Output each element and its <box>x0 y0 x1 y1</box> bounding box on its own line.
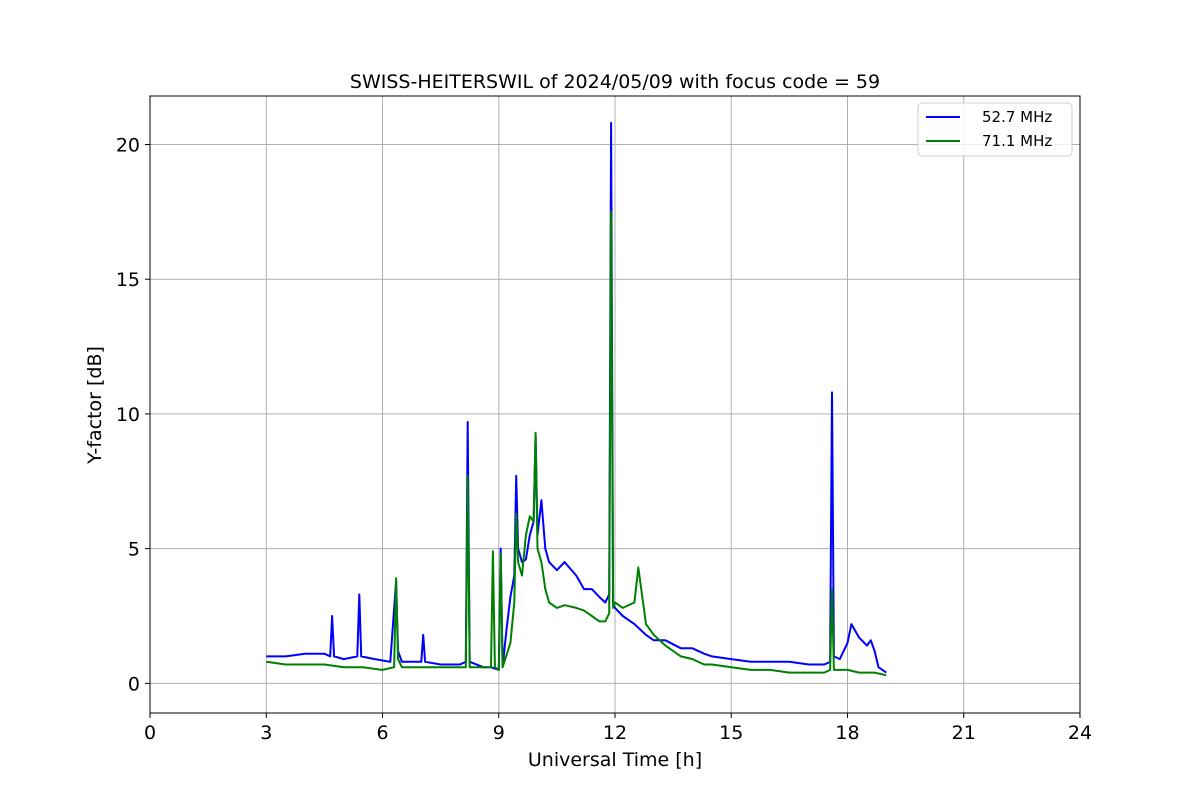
x-tick-label: 12 <box>603 722 627 744</box>
x-tick-label: 6 <box>376 722 388 744</box>
legend: 52.7 MHz 71.1 MHz <box>917 102 1073 157</box>
x-tick-label: 15 <box>719 722 743 744</box>
x-tick-label: 9 <box>493 722 505 744</box>
x-axis-label: Universal Time [h] <box>528 749 702 771</box>
series-line-71-1-mhz <box>266 210 887 677</box>
x-tick-label: 18 <box>835 722 859 744</box>
series-layer <box>266 121 887 677</box>
y-axis: 0 5 10 15 20 <box>116 134 150 695</box>
legend-label-52-7: 52.7 MHz <box>982 108 1052 126</box>
x-axis: 0 3 6 9 12 15 18 21 24 <box>144 713 1092 744</box>
y-tick-label: 10 <box>116 404 140 426</box>
y-tick-label: 20 <box>116 134 140 156</box>
y-tick-label: 15 <box>116 269 140 291</box>
y-axis-label: Y-factor [dB] <box>84 346 106 465</box>
x-tick-label: 24 <box>1068 722 1092 744</box>
y-tick-label: 0 <box>128 673 140 695</box>
x-tick-label: 21 <box>952 722 976 744</box>
x-tick-label: 3 <box>260 722 272 744</box>
x-tick-label: 0 <box>144 722 156 744</box>
y-tick-label: 5 <box>128 539 140 561</box>
chart-title: SWISS-HEITERSWIL of 2024/05/09 with focu… <box>350 71 880 93</box>
legend-label-71-1: 71.1 MHz <box>982 132 1052 150</box>
